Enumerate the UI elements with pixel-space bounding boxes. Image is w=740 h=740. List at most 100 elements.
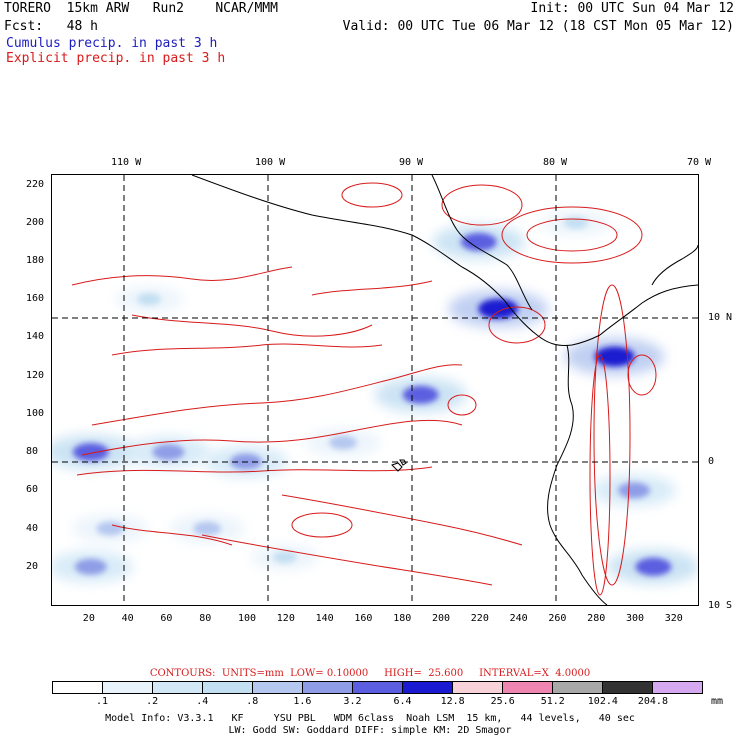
latitude-label: 10 N bbox=[708, 312, 733, 323]
precip-core bbox=[478, 298, 519, 319]
x-tick-label: 60 bbox=[160, 613, 173, 624]
x-tick-label: 260 bbox=[548, 613, 567, 624]
contour bbox=[488, 306, 546, 344]
colorbar-cell bbox=[153, 682, 203, 693]
explicit-precip-contours bbox=[71, 182, 657, 596]
precip-core bbox=[96, 521, 125, 536]
precip-core bbox=[402, 385, 439, 404]
y-tick-label: 100 bbox=[26, 407, 45, 419]
colorbar-cell bbox=[203, 682, 253, 693]
y-tick-label: 40 bbox=[26, 522, 39, 534]
contour bbox=[593, 284, 631, 586]
colorbar-cell bbox=[453, 682, 503, 693]
physics-info: LW: Godd SW: Goddard DIFF: simple KM: 2D… bbox=[228, 725, 512, 736]
contour bbox=[71, 266, 293, 286]
colorbar-cell bbox=[403, 682, 453, 693]
colorbar-cell bbox=[553, 682, 603, 693]
precip-core bbox=[594, 346, 635, 367]
precip-colorbar bbox=[52, 681, 703, 694]
colorbar-cell bbox=[653, 682, 702, 693]
x-tick-label: 40 bbox=[121, 613, 134, 624]
precip-core bbox=[460, 232, 497, 251]
map-canvas bbox=[44, 174, 700, 606]
x-tick-label: 200 bbox=[431, 613, 451, 624]
latlon-grid bbox=[52, 175, 698, 605]
y-tick-label: 120 bbox=[26, 369, 45, 381]
cumulus-legend: Cumulus precip. in past 3 h bbox=[6, 36, 218, 51]
x-tick-label: 280 bbox=[587, 613, 606, 624]
y-tick-label: 20 bbox=[26, 560, 39, 572]
precip-map bbox=[44, 174, 700, 606]
precip-core bbox=[72, 443, 109, 462]
contour bbox=[91, 364, 463, 426]
colorbar-cell bbox=[103, 682, 153, 693]
forecast-hour: Fcst: 48 h bbox=[4, 19, 98, 34]
precip-core bbox=[136, 293, 161, 306]
colorbar-level: 204.8 bbox=[637, 696, 668, 707]
colorbar-level: 12.8 bbox=[440, 696, 465, 707]
cumulus-precip-layer bbox=[44, 209, 700, 585]
coastline bbox=[191, 174, 699, 606]
colorbar-level: .4 bbox=[196, 696, 209, 707]
colorbar-level: 51.2 bbox=[540, 696, 565, 707]
contour bbox=[201, 534, 493, 586]
colorbar-units: mm bbox=[710, 696, 724, 707]
longitude-label: 110 W bbox=[111, 157, 142, 168]
contour bbox=[589, 354, 611, 596]
x-tick-label: 140 bbox=[315, 613, 334, 624]
y-tick-label: 140 bbox=[26, 331, 45, 343]
y-tick-label: 180 bbox=[26, 255, 45, 266]
longitude-label: 100 W bbox=[255, 157, 286, 168]
precip-core bbox=[193, 521, 222, 536]
longitude-label: 80 W bbox=[543, 157, 568, 168]
contour bbox=[81, 419, 463, 456]
colorbar-cell bbox=[503, 682, 553, 693]
colorbar-level: .8 bbox=[246, 696, 259, 707]
model-title: TORERO 15km ARW Run2 NCAR/MMM bbox=[4, 1, 278, 16]
contour bbox=[291, 512, 353, 538]
x-tick-label: 180 bbox=[393, 613, 412, 624]
y-tick-label: 160 bbox=[26, 293, 45, 305]
contour bbox=[627, 354, 657, 396]
contour bbox=[311, 280, 433, 296]
colorbar-level: 1.6 bbox=[293, 696, 312, 707]
colorbar-level: 25.6 bbox=[490, 696, 515, 707]
init-time: Init: 00 UTC Sun 04 Mar 12 bbox=[530, 1, 735, 16]
contour bbox=[441, 184, 523, 226]
contour bbox=[526, 218, 618, 252]
x-tick-label: 160 bbox=[354, 613, 373, 624]
precip-core bbox=[74, 558, 107, 575]
contour bbox=[447, 394, 477, 416]
longitude-label: 70 W bbox=[687, 157, 712, 168]
contour bbox=[341, 182, 403, 208]
precip-core bbox=[272, 551, 297, 564]
x-tick-label: 80 bbox=[199, 613, 212, 624]
y-tick-label: 200 bbox=[26, 216, 45, 228]
y-tick-label: 220 bbox=[26, 178, 45, 190]
x-tick-label: 320 bbox=[664, 613, 683, 624]
contour bbox=[131, 314, 373, 337]
contour bbox=[111, 524, 233, 546]
x-tick-label: 240 bbox=[509, 613, 528, 624]
contour-info: CONTOURS: UNITS=mm LOW= 0.10000 HIGH= 25… bbox=[149, 668, 591, 679]
model-info: Model Info: V3.3.1 KF YSU PBL WDM 6class… bbox=[105, 713, 635, 724]
colorbar-cell bbox=[353, 682, 403, 693]
contour bbox=[111, 343, 383, 356]
x-tick-label: 220 bbox=[470, 613, 489, 624]
latitude-label: 0 bbox=[708, 456, 715, 467]
colorbar-level: .1 bbox=[96, 696, 109, 707]
precip-core bbox=[152, 444, 185, 461]
contour bbox=[76, 466, 433, 476]
colorbar-cell bbox=[253, 682, 303, 693]
contour bbox=[501, 206, 643, 264]
precip-core bbox=[328, 435, 357, 450]
colorbar-level: .2 bbox=[146, 696, 159, 707]
x-tick-label: 100 bbox=[237, 613, 257, 624]
precip-core bbox=[617, 482, 650, 499]
longitude-label: 90 W bbox=[399, 157, 424, 168]
colorbar-cell bbox=[303, 682, 353, 693]
y-tick-label: 60 bbox=[26, 484, 39, 496]
x-tick-label: 20 bbox=[82, 613, 95, 624]
colorbar-cell bbox=[53, 682, 103, 693]
x-tick-label: 120 bbox=[276, 613, 295, 624]
